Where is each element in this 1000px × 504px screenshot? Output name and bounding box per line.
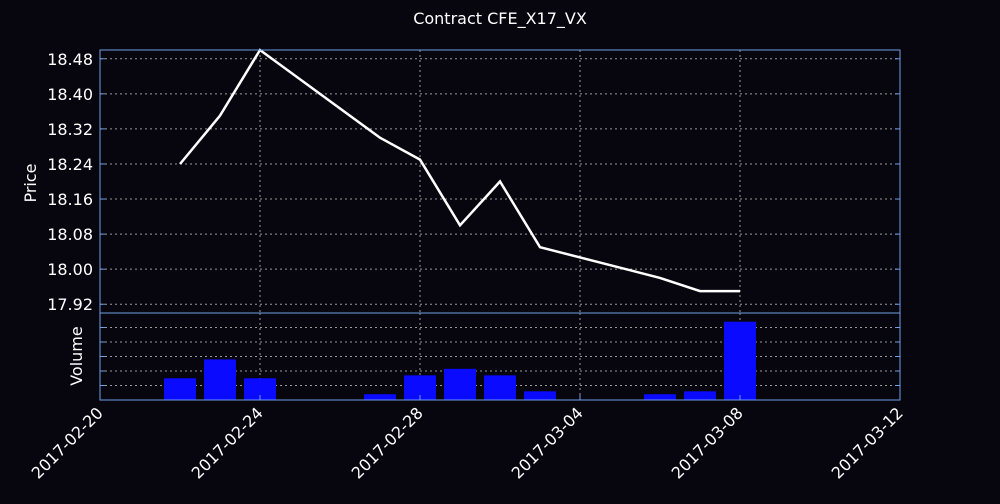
price-y-tick-label: 17.92 bbox=[47, 295, 93, 314]
price-y-tick-label: 18.16 bbox=[47, 190, 93, 209]
price-y-tick-label: 18.32 bbox=[47, 120, 93, 139]
volume-y-axis-label: Volume bbox=[67, 326, 86, 386]
volume-bar bbox=[364, 394, 396, 400]
chart-title: Contract CFE_X17_VX bbox=[413, 9, 587, 29]
price-y-tick-label: 18.00 bbox=[47, 260, 93, 279]
volume-bar bbox=[444, 369, 476, 400]
price-line bbox=[180, 50, 740, 291]
price-y-tick-label: 18.40 bbox=[47, 85, 93, 104]
volume-bar bbox=[684, 391, 716, 400]
volume-bar bbox=[484, 375, 516, 400]
x-tick-label: 2017-03-04 bbox=[508, 403, 587, 482]
price-y-ticks: 17.92 18.00 18.08 18.16 18.24 18.32 18.40 18.48 bbox=[47, 50, 900, 314]
volume-series bbox=[164, 322, 756, 400]
price-y-tick-label: 18.48 bbox=[47, 50, 93, 69]
price-series bbox=[180, 50, 740, 291]
volume-bar bbox=[204, 359, 236, 400]
volume-bar bbox=[644, 394, 676, 400]
x-tick-label: 2017-02-20 bbox=[28, 403, 107, 482]
x-axis-ticks: 2017-02-20 2017-02-24 2017-02-28 2017-03-04… bbox=[28, 395, 907, 483]
price-y-axis-label: Price bbox=[21, 163, 40, 202]
x-tick-label: 2017-02-24 bbox=[188, 403, 267, 482]
price-y-tick-label: 18.08 bbox=[47, 225, 93, 244]
volume-bar bbox=[524, 391, 556, 400]
volume-bar bbox=[164, 378, 196, 400]
volume-bar bbox=[724, 322, 756, 400]
price-y-tick-label: 18.24 bbox=[47, 155, 93, 174]
x-tick-label: 2017-03-12 bbox=[828, 403, 907, 482]
x-tick-label: 2017-02-28 bbox=[348, 403, 427, 482]
x-tick-label: 2017-03-08 bbox=[668, 403, 747, 482]
